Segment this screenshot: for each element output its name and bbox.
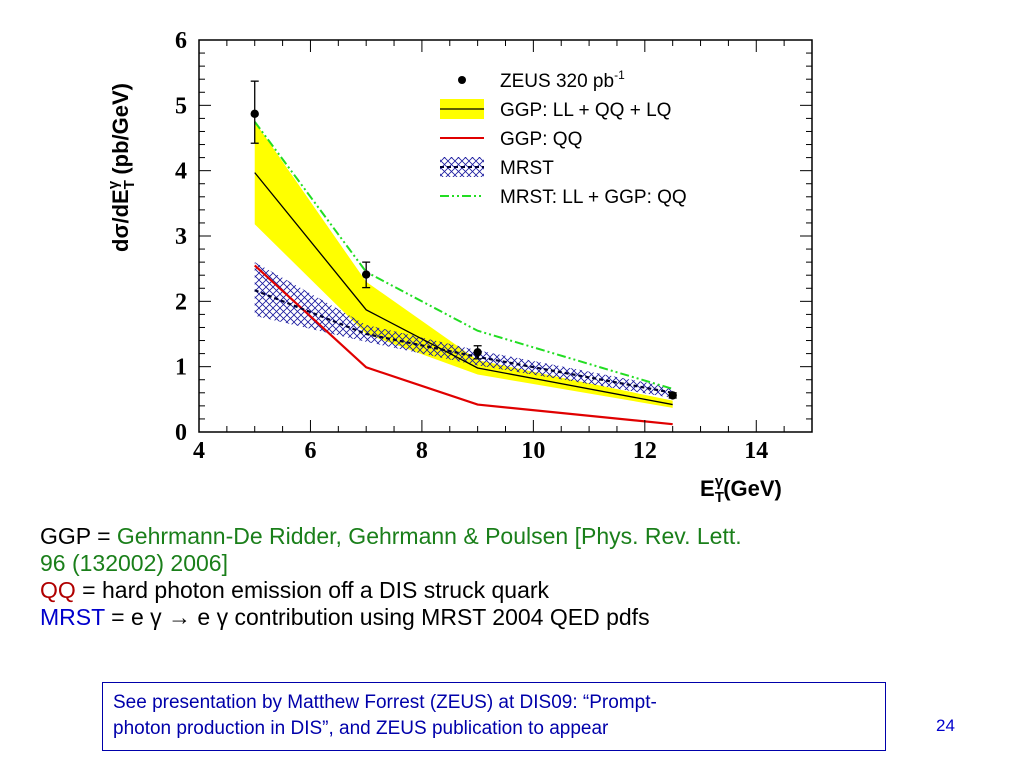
legend: ZEUS 320 pb-1 GGP: LL + QQ + LQ GGP: QQ MRS… bbox=[440, 68, 687, 208]
notes-line-mrst: MRST = e γ → e γ contribution using MRST… bbox=[40, 604, 650, 630]
legend-label-mrst_ll: MRST: LL + GGP: QQ bbox=[500, 187, 687, 208]
notes-line-citation: 96 (132002) 2006] bbox=[40, 550, 228, 576]
legend-symbol-zeus bbox=[458, 76, 466, 84]
y-tick-label: 4 bbox=[175, 159, 187, 185]
y-tick-label: 3 bbox=[175, 224, 187, 250]
legend-label-zeus: ZEUS 320 pb-1 bbox=[500, 68, 625, 92]
x-tick-label: 6 bbox=[304, 438, 316, 464]
legend-label-ggp_total: GGP: LL + QQ + LQ bbox=[500, 100, 671, 121]
x-tick-label: 10 bbox=[521, 438, 545, 464]
legend-label-ggp_qq: GGP: QQ bbox=[500, 129, 582, 150]
mrst-band bbox=[254, 262, 673, 399]
notes-line-ggp: GGP = Gehrmann-De Ridder, Gehrmann & Pou… bbox=[40, 523, 742, 549]
mrst-ll-ggp-qq-line bbox=[253, 121, 673, 390]
data-point bbox=[668, 391, 677, 400]
definitions-text: GGP = Gehrmann-De Ridder, Gehrmann & Pou… bbox=[40, 523, 742, 631]
ggp-qq-line bbox=[253, 264, 673, 426]
y-axis-label: dσ/dETγ (pb/GeV) bbox=[105, 83, 138, 252]
plot-area bbox=[250, 80, 677, 426]
legend-superscript: -1 bbox=[614, 68, 625, 82]
y-tick-label: 6 bbox=[175, 28, 187, 54]
legend-label-mrst: MRST bbox=[500, 158, 554, 179]
page-number: 24 bbox=[936, 716, 955, 735]
footnote-line-1: See presentation by Matthew Forrest (ZEU… bbox=[113, 692, 657, 713]
x-tick-label: 4 bbox=[193, 438, 205, 464]
footnote-box: See presentation by Matthew Forrest (ZEU… bbox=[102, 682, 886, 751]
y-tick-label: 2 bbox=[175, 289, 187, 315]
ggp-total-line bbox=[254, 172, 673, 406]
mrst-line bbox=[254, 289, 673, 394]
x-tick-label: 14 bbox=[744, 438, 768, 464]
y-tick-label: 1 bbox=[175, 355, 187, 381]
footnote-line-2: photon production in DIS”, and ZEUS publ… bbox=[113, 718, 609, 739]
data-point bbox=[361, 270, 371, 279]
legend-marker-zeus bbox=[458, 76, 466, 84]
x-tick-label: 12 bbox=[633, 438, 657, 464]
y-tick-label: 5 bbox=[175, 93, 187, 119]
data-point bbox=[250, 109, 259, 119]
data-point bbox=[473, 348, 482, 357]
legend-symbol-mrst bbox=[440, 157, 484, 177]
legend-symbol-ggp_total bbox=[440, 99, 484, 119]
x-tick-label: 8 bbox=[416, 438, 428, 464]
x-axis-label: ETγ(GeV) bbox=[700, 473, 782, 506]
notes-line-qq: QQ = hard photon emission off a DIS stru… bbox=[40, 577, 550, 603]
y-tick-label: 0 bbox=[175, 420, 187, 446]
